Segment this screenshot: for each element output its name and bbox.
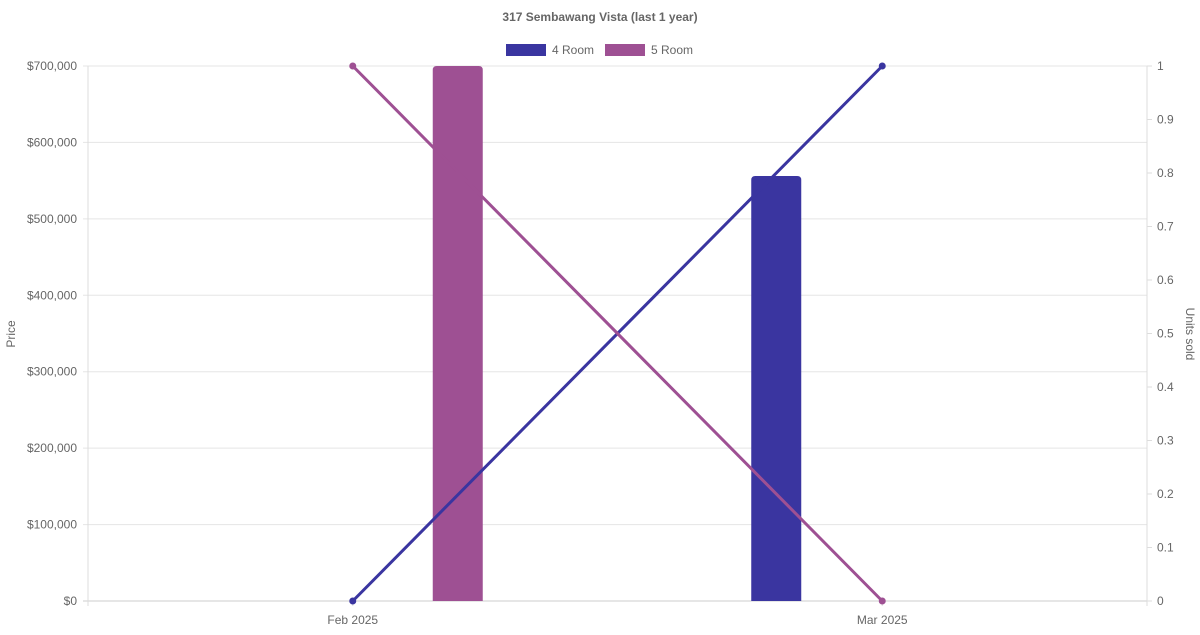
bar-5-room xyxy=(432,66,483,601)
y2-tick-label: 0.4 xyxy=(1157,380,1174,394)
y-tick-label: $0 xyxy=(64,594,78,608)
point xyxy=(878,62,886,70)
y2-tick-label: 0.6 xyxy=(1157,273,1174,287)
y-tick-label: $600,000 xyxy=(27,135,77,149)
y2-axis-label: Units sold xyxy=(1183,308,1197,361)
y2-tick-label: 0 xyxy=(1157,594,1164,608)
bar-4-room xyxy=(751,176,802,602)
bars xyxy=(432,66,802,602)
point xyxy=(878,597,886,605)
chart-title: 317 Sembawang Vista (last 1 year) xyxy=(502,10,697,24)
line-5-room xyxy=(351,64,884,603)
y-tick-label: $700,000 xyxy=(27,59,77,73)
y-tick-label: $500,000 xyxy=(27,212,77,226)
legend-label: 4 Room xyxy=(552,43,594,57)
lines xyxy=(349,62,886,605)
y2-tick-label: 0.8 xyxy=(1157,166,1174,180)
x-tick-label: Feb 2025 xyxy=(327,613,378,627)
y2-tick-label: 0.1 xyxy=(1157,541,1174,555)
legend-swatch xyxy=(506,44,546,56)
x-tick-label: Mar 2025 xyxy=(857,613,908,627)
y-tick-label: $200,000 xyxy=(27,441,77,455)
y2-tick-label: 0.5 xyxy=(1157,327,1174,341)
y-axis-label: Price xyxy=(4,320,18,348)
y-tick-label: $400,000 xyxy=(27,288,77,302)
y2-tick-label: 0.2 xyxy=(1157,487,1174,501)
y-tick-label: $100,000 xyxy=(27,518,77,532)
gridlines: $0 $100,000 $200,000 $300,000 $400,000 $500,0… xyxy=(27,59,1174,627)
y2-tick-label: 1 xyxy=(1157,59,1164,73)
y2-tick-label: 0.9 xyxy=(1157,113,1174,127)
legend-label: 5 Room xyxy=(651,43,693,57)
legend[interactable]: 4 Room 5 Room xyxy=(506,43,693,57)
legend-swatch xyxy=(605,44,645,56)
point xyxy=(349,62,357,70)
y2-tick-label: 0.7 xyxy=(1157,220,1174,234)
y2-tick-label: 0.3 xyxy=(1157,434,1174,448)
point xyxy=(349,597,357,605)
y-tick-label: $300,000 xyxy=(27,365,77,379)
